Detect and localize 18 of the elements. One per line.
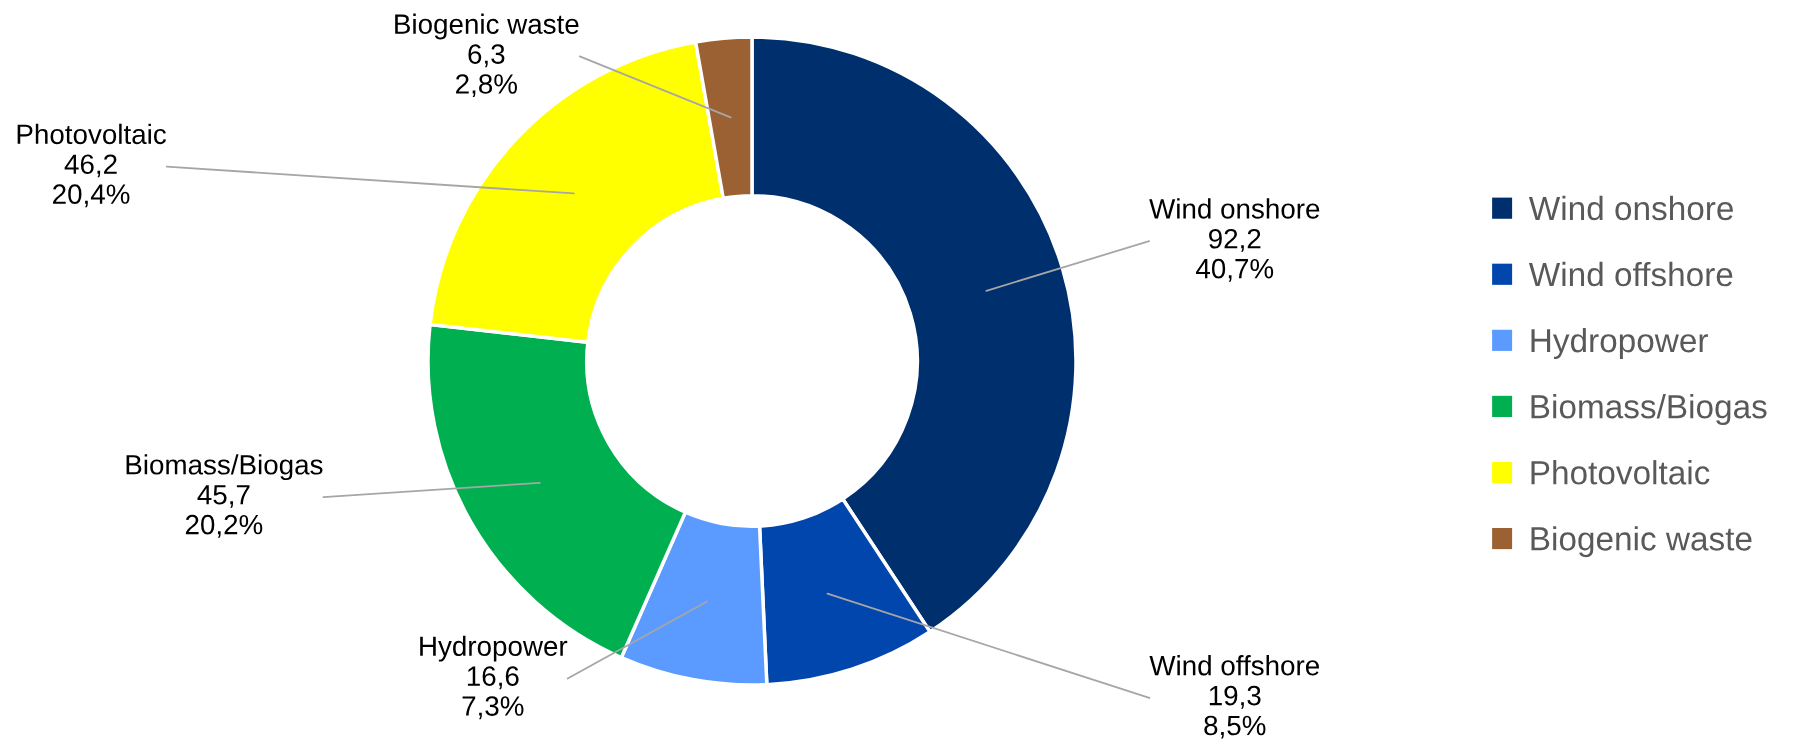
legend-label: Wind onshore — [1528, 195, 1733, 221]
slice-label: Wind onshore — [1149, 198, 1320, 219]
slice-label: Biomass/Biogas — [126, 454, 323, 481]
data-label: 92,2 40,7% — [1196, 228, 1274, 282]
legend-label: Photovoltaic — [1531, 460, 1710, 485]
legend-label: Biomass/Biogas — [1531, 394, 1767, 426]
legend-label: Hydropower — [1531, 327, 1708, 359]
slice-label: Biogenic waste — [395, 13, 579, 40]
legend-label: Biogenic waste — [1531, 526, 1752, 558]
slice-label: Photovoltaic — [17, 123, 166, 145]
slice-label: Hydropower — [420, 635, 568, 662]
data-label: 16,6 7,3% — [462, 666, 524, 720]
data-label: 45,7 20,2% — [185, 485, 263, 538]
legend-label: Wind offshore — [1528, 261, 1733, 287]
data-label: 19,3 8,5% — [1204, 685, 1266, 739]
data-label: 46,2 20,4% — [53, 154, 130, 208]
slice-label: Wind offshore — [1149, 655, 1319, 676]
data-label: 6,3 2,8% — [456, 44, 517, 98]
